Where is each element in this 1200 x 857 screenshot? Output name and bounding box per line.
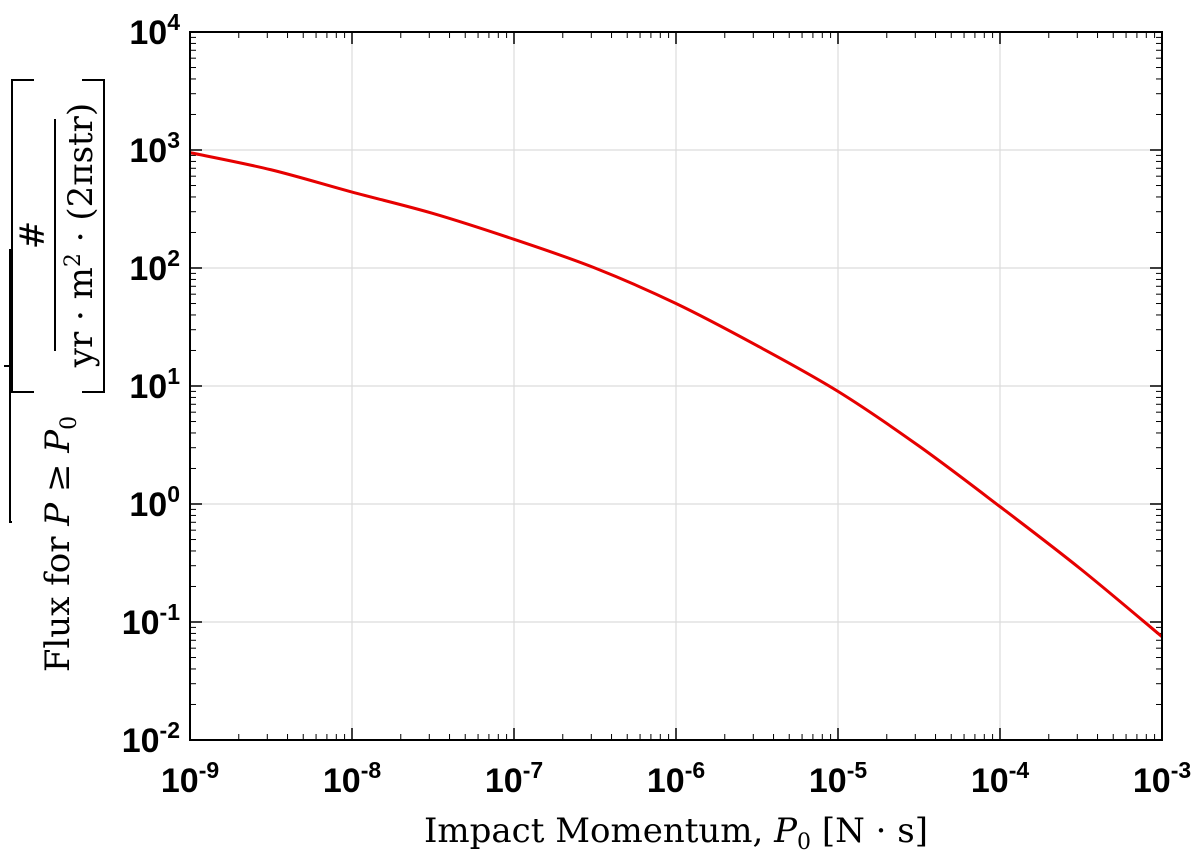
y-tick-label: 100: [129, 481, 180, 524]
y-tick-label: 10-2: [122, 717, 180, 760]
plot-frame: [189, 31, 1163, 741]
y-tick-label-exp: 1: [167, 363, 180, 389]
x-tick-label: 10-3: [1133, 757, 1191, 800]
y-axis-title-brackets: [11, 79, 105, 393]
y-axis-title: Flux for P ≥ P0 # yr · m2 · (2πstr): [4, 103, 101, 672]
y-axis-title-prefix: Flux for: [38, 526, 78, 672]
x-tick-labels: 10-9 10-8 10-7 10-6 10-5 10-4 10-3: [161, 757, 1191, 800]
y-axis-title-numerator: #: [13, 221, 53, 250]
y-axis-title-rel: ≥: [38, 453, 78, 503]
x-tick-label-base: 10: [971, 762, 1009, 800]
flux-series-line: [189, 151, 1163, 638]
x-tick-label-exp: -4: [1009, 757, 1030, 783]
y-tick-label: 10-1: [122, 599, 180, 642]
y-tick-label-base: 10: [129, 368, 167, 406]
y-tick-label-exp: -2: [160, 717, 180, 743]
x-tick-label-base: 10: [1133, 762, 1171, 800]
y-tick-label: 103: [129, 127, 180, 170]
x-tick-label: 10-7: [485, 757, 543, 800]
x-axis-title-text: Impact Momentum,: [424, 811, 774, 851]
x-tick-label-base: 10: [647, 762, 685, 800]
grid-lines: [190, 32, 1162, 740]
y-tick-label-base: 10: [129, 14, 167, 52]
x-tick-label: 10-6: [647, 757, 705, 800]
x-tick-label-base: 10: [161, 762, 199, 800]
y-axis-title-main: Flux for P ≥ P0: [38, 416, 82, 672]
y-tick-label-base: 10: [122, 604, 160, 642]
x-tick-label: 10-5: [809, 757, 867, 800]
y-tick-label-base: 10: [129, 132, 167, 170]
y-tick-label: 101: [129, 363, 180, 406]
x-tick-label-exp: -5: [847, 757, 868, 783]
x-tick-label-exp: -8: [361, 757, 382, 783]
x-tick-label-base: 10: [323, 762, 361, 800]
y-tick-label-base: 10: [122, 722, 160, 760]
x-tick-label-exp: -7: [523, 757, 543, 783]
y-axis-title-denominator-tail: · (2πstr): [61, 103, 101, 253]
series-layer: [189, 151, 1163, 638]
x-tick-label: 10-4: [971, 757, 1029, 800]
y-axis-title-denominator-exp: 2: [61, 253, 86, 267]
y-tick-label: 104: [129, 9, 180, 52]
y-axis-title-right-bracket-shape: [82, 79, 105, 393]
x-tick-label-exp: -6: [685, 757, 705, 783]
y-tick-label-exp: 0: [167, 481, 180, 507]
x-axis-title-var-sub: 0: [797, 830, 811, 855]
y-tick-label-exp: 2: [167, 245, 180, 271]
y-axis-title-denominator: yr · m2 · (2πstr): [61, 103, 101, 368]
y-tick-label-exp: 3: [167, 127, 180, 153]
x-axis-title-var: P: [773, 811, 798, 851]
y-axis-title-var2: P: [38, 429, 78, 454]
x-axis-title: Impact Momentum, P0 [N · s]: [424, 811, 928, 855]
x-axis-title-units: [N · s]: [811, 811, 928, 851]
y-axis-title-denominator-text: yr · m: [61, 267, 101, 368]
y-tick-label-base: 10: [129, 250, 167, 288]
x-tick-label-exp: -3: [1171, 757, 1191, 783]
y-axis-title-var2-sub: 0: [57, 416, 82, 430]
y-tick-label-base: 10: [129, 486, 167, 524]
x-tick-label: 10-8: [323, 757, 381, 800]
x-tick-label-base: 10: [809, 762, 847, 800]
x-tick-label: 10-9: [161, 757, 219, 800]
y-tick-label-exp: 4: [167, 9, 180, 35]
x-tick-label-base: 10: [485, 762, 523, 800]
y-axis-title-var: P: [38, 502, 78, 527]
y-tick-label-exp: -1: [160, 599, 181, 625]
x-tick-label-exp: -9: [199, 757, 219, 783]
y-tick-label: 102: [129, 245, 180, 288]
y-axis-title-left-bracket-shape: [11, 79, 34, 393]
